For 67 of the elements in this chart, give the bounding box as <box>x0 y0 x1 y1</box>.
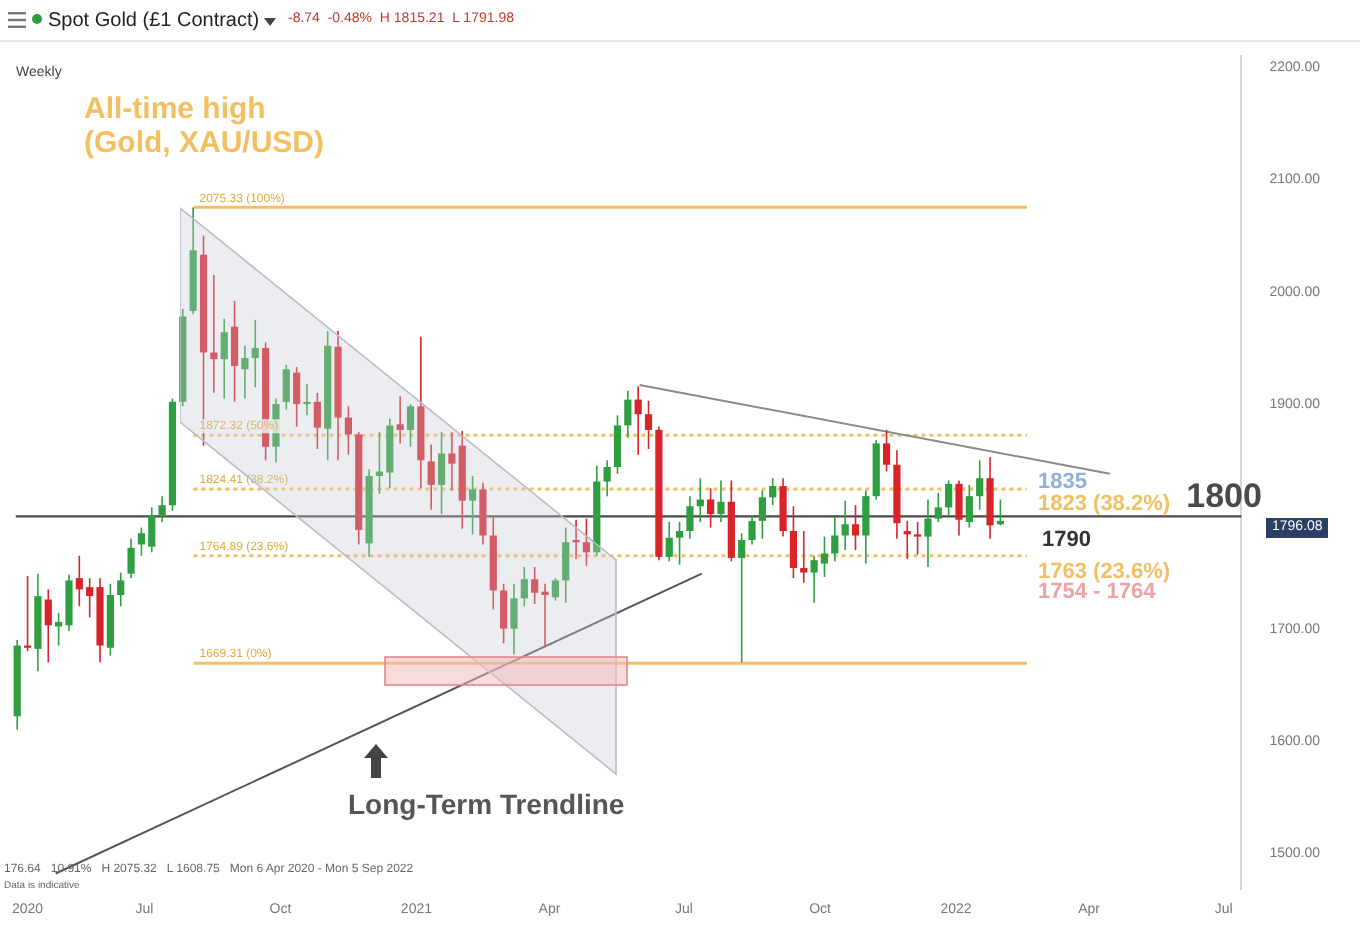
ref-line-label: 1800 <box>1186 476 1262 515</box>
candlestick <box>251 319 259 389</box>
candlestick <box>789 505 798 579</box>
candlestick <box>448 431 456 492</box>
candlestick <box>945 479 953 518</box>
candlestick <box>769 477 777 506</box>
candlestick <box>613 414 622 475</box>
candlestick <box>644 399 653 450</box>
candlestick <box>851 504 860 551</box>
chart-title: Spot Gold (£1 Contract) <box>48 10 260 32</box>
candlestick <box>924 498 932 568</box>
candlestick <box>210 274 218 394</box>
candlestick <box>841 499 849 551</box>
candlestick <box>220 317 228 400</box>
candlestick <box>282 364 290 411</box>
candlestick <box>313 392 321 450</box>
candlestick <box>882 429 891 473</box>
candlestick <box>738 532 746 664</box>
candlestick <box>686 495 694 540</box>
candlestick <box>572 518 580 560</box>
candlestick <box>986 456 994 540</box>
candlestick <box>427 443 435 511</box>
annotation: 1754 - 1764 <box>1038 580 1156 606</box>
candlestick <box>230 300 239 403</box>
candlestick <box>520 566 528 608</box>
candlestick <box>293 366 301 428</box>
candlestick <box>437 431 446 515</box>
candlestick <box>976 459 984 511</box>
candlestick <box>303 383 311 417</box>
candlestick <box>665 521 673 563</box>
candlestick <box>396 395 404 445</box>
candlestick <box>779 477 787 538</box>
candlestick <box>158 495 166 523</box>
candlestick <box>634 385 642 456</box>
candlestick <box>965 484 973 529</box>
annotation: 1763 (23.6%) <box>1038 560 1171 584</box>
candlestick <box>344 405 352 456</box>
candlestick <box>707 487 715 529</box>
candlestick <box>603 459 611 497</box>
candlestick <box>44 588 52 664</box>
candlestick <box>934 492 942 523</box>
candlestick <box>758 489 766 540</box>
candlestick <box>675 521 684 566</box>
candlestick <box>748 514 756 546</box>
candlestick <box>479 481 487 546</box>
candlestick <box>862 489 870 565</box>
candlestick <box>241 344 249 400</box>
candlestick <box>800 530 808 584</box>
candlestick <box>117 571 125 608</box>
candlestick <box>127 538 135 579</box>
annotation: All-time high (Gold, XAU/USD) <box>84 92 324 161</box>
candlestick <box>562 526 570 604</box>
candlestick <box>500 582 508 645</box>
candlestick <box>468 475 477 536</box>
annotation: 1823 (38.2%) <box>1038 492 1171 518</box>
candlestick <box>624 389 632 439</box>
candlestick <box>717 479 725 523</box>
candlestick <box>510 582 518 656</box>
annotation: 1835 <box>1038 470 1087 494</box>
candlestick <box>831 515 839 563</box>
annotation: 1790 <box>1042 528 1091 554</box>
candlestick <box>582 517 591 567</box>
candlestick <box>914 521 922 556</box>
annotation: Long-Term Trendline <box>348 788 625 821</box>
candlestick <box>551 577 559 602</box>
candlestick <box>406 403 415 448</box>
candlestick <box>955 479 963 537</box>
